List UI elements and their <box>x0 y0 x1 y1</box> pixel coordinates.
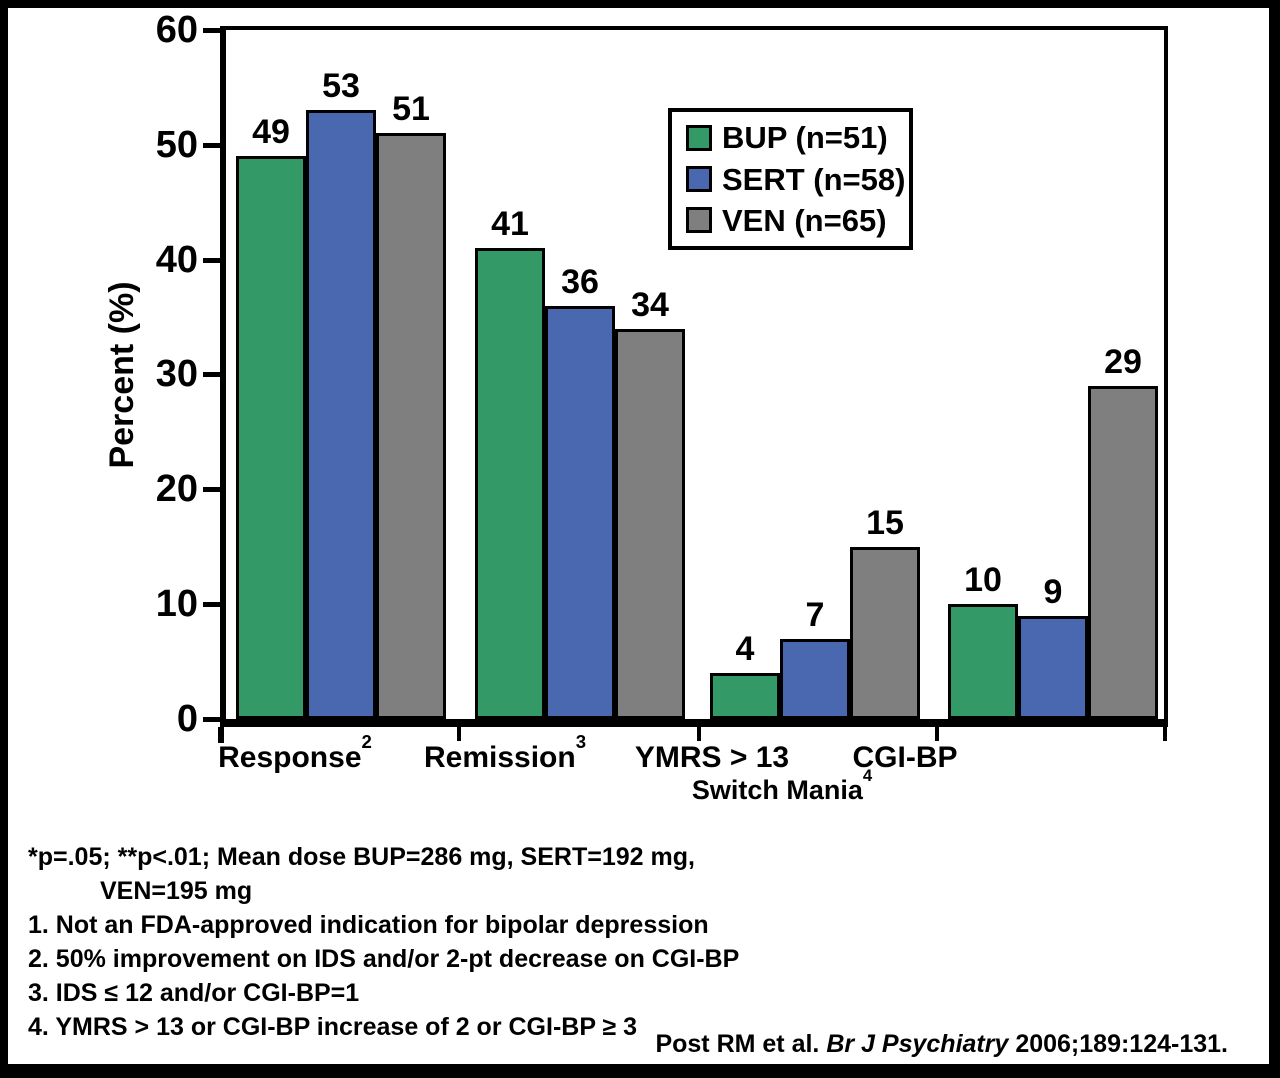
bar-value-label: 4 <box>735 630 755 668</box>
footnote-1: 1. Not an FDA-approved indication for bi… <box>28 911 709 939</box>
bar-value-label: 51 <box>392 90 430 128</box>
y-tick-mark <box>203 28 220 33</box>
footnote-2: 2. 50% improvement on IDS and/or 2-pt de… <box>28 945 740 973</box>
legend-label: SERT (n=58) <box>722 161 906 197</box>
footnote-4: 4. YMRS > 13 or CGI-BP increase of 2 or … <box>28 1013 638 1041</box>
citation: Post RM et al. Br J Psychiatry 2006;189:… <box>655 1030 1228 1058</box>
legend-item-bup: BUP (n=51) <box>686 122 909 153</box>
bar-value-label: 41 <box>491 205 529 243</box>
bar-value-label: 53 <box>322 67 360 105</box>
bar-value-label: 49 <box>252 113 290 151</box>
bar-value-label: 34 <box>631 286 669 324</box>
bar-bup-group3 <box>710 673 780 719</box>
x-label-ymrs: YMRS > 13 <box>634 741 790 774</box>
x-tick-mark <box>1163 727 1167 741</box>
footnote-pvalues: *p=.05; **p<.01; Mean dose BUP=286 mg, S… <box>28 843 695 871</box>
bar-value-label: 15 <box>866 504 904 542</box>
y-tick-mark <box>203 602 220 607</box>
bar-sert-group1 <box>306 110 376 719</box>
x-tick-mark <box>457 727 461 741</box>
y-tick-mark <box>203 143 220 148</box>
x-sublabel-switch-mania: Switch Mania4 <box>691 766 873 805</box>
legend-label: BUP (n=51) <box>722 120 888 156</box>
legend-swatch-gray-icon <box>686 207 712 234</box>
bar-ven-group4 <box>1088 386 1158 719</box>
y-tick-label: 20 <box>155 468 198 510</box>
bar-value-label: 29 <box>1104 343 1142 381</box>
bar-ven-group1 <box>376 133 446 719</box>
y-tick-label: 30 <box>155 353 198 395</box>
legend-swatch-green-icon <box>686 124 712 151</box>
legend-item-sert: SERT (n=58) <box>686 164 909 195</box>
x-label-remission: Remission3 <box>423 730 587 774</box>
y-tick-label: 40 <box>155 239 198 281</box>
x-axis-corner-tick <box>218 727 224 743</box>
x-label-response: Response2 <box>218 730 372 774</box>
bar-bup-group1 <box>236 156 306 719</box>
bar-bup-group2 <box>475 248 545 719</box>
x-tick-mark <box>935 727 939 741</box>
y-tick-label: 60 <box>155 9 198 51</box>
legend-swatch-blue-icon <box>686 166 712 192</box>
bar-sert-group4 <box>1018 616 1088 719</box>
x-label-cgi-bp: CGI-BP <box>852 741 958 774</box>
bar-bup-group4 <box>948 604 1018 719</box>
bar-sert-group2 <box>545 306 615 719</box>
legend-label: VEN (n=65) <box>722 202 887 238</box>
x-tick-mark <box>697 727 701 741</box>
y-tick-mark <box>203 258 220 263</box>
y-tick-label: 10 <box>155 583 198 625</box>
y-tick-label: 50 <box>155 124 198 166</box>
citation-journal: Br J Psychiatry <box>826 1030 1009 1058</box>
y-tick-mark <box>203 372 220 377</box>
footnote-ven-dose: VEN=195 mg <box>100 877 253 905</box>
bar-ven-group3 <box>850 547 920 719</box>
bar-ven-group2 <box>615 329 685 719</box>
y-tick-mark <box>203 717 220 722</box>
legend-item-ven: VEN (n=65) <box>686 205 909 236</box>
footnote-3: 3. IDS ≤ 12 and/or CGI-BP=1 <box>28 979 360 1007</box>
bar-value-label: 9 <box>1043 573 1063 611</box>
bar-value-label: 10 <box>964 561 1002 599</box>
y-tick-label: 0 <box>176 698 198 740</box>
bar-sert-group3 <box>780 639 850 719</box>
legend: BUP (n=51) SERT (n=58) VEN (n=65) <box>668 108 913 250</box>
bar-value-label: 7 <box>805 596 825 634</box>
y-tick-mark <box>203 487 220 492</box>
bar-value-label: 36 <box>561 263 599 301</box>
